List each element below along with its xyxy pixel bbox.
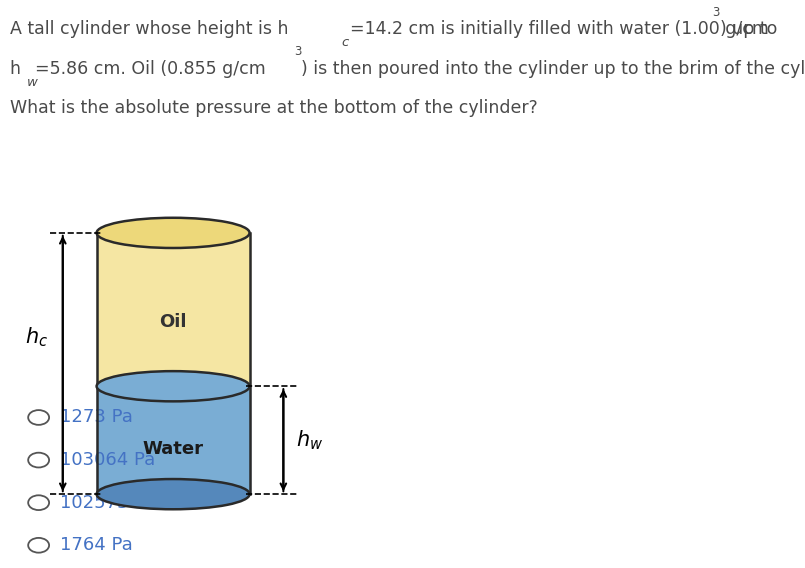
Text: $h_w$: $h_w$ — [296, 428, 324, 452]
Ellipse shape — [97, 371, 250, 402]
Text: ) is then poured into the cylinder up to the brim of the cylinder.: ) is then poured into the cylinder up to… — [301, 60, 805, 78]
Text: =14.2 cm is initially filled with water (1.00 g/cm: =14.2 cm is initially filled with water … — [350, 20, 769, 38]
Text: 3: 3 — [712, 6, 720, 19]
Text: Oil: Oil — [159, 313, 187, 331]
Bar — [97, 386, 250, 494]
Text: 3: 3 — [294, 45, 301, 59]
Text: =5.86 cm. Oil (0.855 g/cm: =5.86 cm. Oil (0.855 g/cm — [35, 60, 266, 78]
Text: h: h — [10, 60, 21, 78]
Bar — [97, 233, 250, 386]
Text: What is the absolute pressure at the bottom of the cylinder?: What is the absolute pressure at the bot… — [10, 99, 538, 118]
Text: 103064 Pa: 103064 Pa — [60, 451, 155, 469]
Text: w: w — [27, 76, 38, 89]
Ellipse shape — [97, 218, 250, 248]
Text: 1273 Pa: 1273 Pa — [60, 408, 134, 427]
Text: ) up to: ) up to — [720, 20, 777, 38]
Text: $h_c$: $h_c$ — [25, 325, 47, 349]
Text: Water: Water — [142, 440, 204, 458]
Text: 102573 Pa: 102573 Pa — [60, 494, 156, 512]
Text: A tall cylinder whose height is h: A tall cylinder whose height is h — [10, 20, 288, 38]
Ellipse shape — [97, 479, 250, 509]
Text: c: c — [341, 36, 349, 49]
Text: 1764 Pa: 1764 Pa — [60, 536, 133, 554]
